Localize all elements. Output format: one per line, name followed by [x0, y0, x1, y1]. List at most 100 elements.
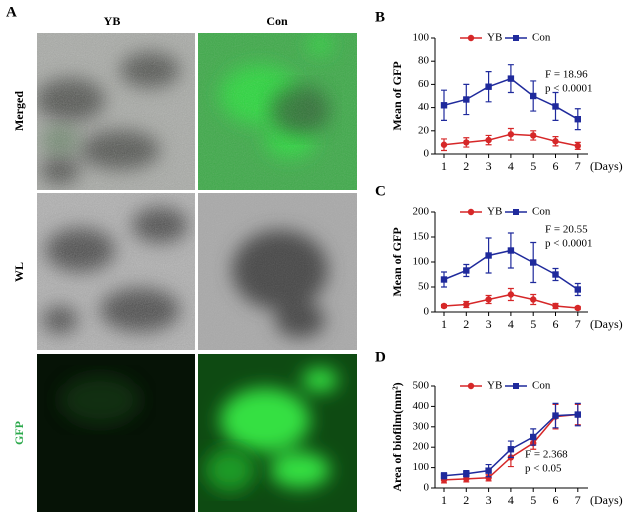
x-axis-label: (Days) — [590, 493, 623, 507]
x-tick-label: 1 — [441, 159, 447, 173]
x-tick-label: 1 — [441, 317, 447, 331]
y-tick-label: 50 — [418, 281, 430, 293]
panel-label: B — [375, 9, 385, 25]
panel-label: C — [375, 183, 386, 199]
y-tick-label: 200 — [413, 441, 430, 453]
x-tick-label: 5 — [530, 493, 536, 507]
x-tick-label: 2 — [463, 317, 469, 331]
data-point — [530, 132, 537, 139]
data-point — [507, 75, 515, 82]
y-tick-label: 100 — [413, 256, 430, 268]
y-tick-label: 20 — [418, 124, 430, 136]
data-point — [507, 247, 515, 254]
y-tick-label: 60 — [418, 78, 430, 90]
y-axis-label: Mean of GFP — [390, 61, 404, 130]
row-label: Merged — [12, 91, 26, 131]
y-tick-label: 0 — [424, 482, 430, 494]
data-point — [530, 259, 537, 266]
data-point — [485, 83, 492, 90]
legend-label: YB — [487, 32, 502, 44]
legend-marker — [467, 208, 475, 216]
data-point — [463, 139, 470, 146]
x-tick-label: 6 — [553, 159, 559, 173]
y-tick-label: 300 — [413, 420, 430, 432]
x-tick-label: 3 — [486, 159, 492, 173]
column-label: YB — [104, 14, 121, 28]
data-point — [530, 92, 537, 100]
data-point — [552, 302, 559, 310]
micrograph — [198, 193, 357, 350]
data-point — [507, 131, 515, 138]
micrograph — [198, 33, 357, 190]
data-point — [463, 96, 470, 103]
row-label: WL — [12, 262, 26, 282]
y-tick-label: 150 — [413, 231, 430, 243]
legend-label: Con — [532, 380, 551, 392]
y-tick-label: 40 — [418, 101, 430, 113]
y-axis-label: Mean of GFP — [390, 227, 404, 296]
data-point — [485, 296, 492, 303]
data-point — [440, 102, 448, 109]
x-tick-label: 4 — [508, 317, 514, 331]
data-point — [552, 103, 559, 110]
micrograph — [37, 193, 195, 350]
panel-label: A — [6, 4, 17, 20]
data-point — [574, 142, 581, 150]
y-tick-label: 0 — [424, 306, 430, 318]
data-point — [552, 271, 559, 278]
legend-label: YB — [487, 206, 502, 218]
y-tick-label: 100 — [413, 461, 430, 473]
annotation: p < 0.05 — [525, 463, 562, 475]
legend-label: YB — [487, 380, 502, 392]
data-point — [463, 267, 470, 274]
data-point — [574, 116, 581, 123]
legend-marker — [467, 382, 475, 390]
y-tick-label: 500 — [413, 380, 430, 392]
y-tick-label: 0 — [424, 148, 430, 160]
annotation: F = 20.55 — [545, 224, 588, 236]
data-point — [552, 138, 559, 145]
annotation: F = 18.96 — [545, 69, 588, 81]
data-point — [507, 291, 515, 298]
data-point — [530, 433, 537, 441]
panel-label: D — [375, 349, 386, 365]
annotation: F = 2.368 — [525, 449, 568, 461]
legend-marker — [513, 35, 519, 41]
data-point — [463, 301, 470, 308]
data-point — [440, 276, 448, 283]
x-tick-label: 6 — [553, 493, 559, 507]
data-point — [440, 141, 448, 148]
data-point — [440, 302, 448, 310]
x-tick-label: 1 — [441, 493, 447, 507]
legend-marker — [467, 34, 475, 42]
data-point — [574, 286, 581, 293]
data-point — [552, 412, 559, 419]
legend-marker — [513, 383, 519, 389]
legend-marker — [513, 209, 519, 215]
row-label: GFP — [12, 421, 26, 445]
micrograph — [37, 33, 195, 190]
micrograph — [198, 354, 357, 512]
annotation: p < 0.0001 — [545, 83, 592, 95]
x-tick-label: 7 — [575, 317, 581, 331]
x-tick-label: 4 — [508, 493, 514, 507]
column-label: Con — [266, 14, 288, 28]
x-tick-label: 5 — [530, 159, 536, 173]
x-tick-label: 4 — [508, 159, 514, 173]
y-tick-label: 400 — [413, 400, 430, 412]
y-tick-label: 100 — [413, 32, 430, 44]
x-axis-label: (Days) — [590, 159, 623, 173]
x-tick-label: 7 — [575, 159, 581, 173]
data-point — [440, 472, 448, 479]
y-tick-label: 200 — [413, 206, 430, 218]
data-point — [530, 296, 537, 303]
data-point — [574, 304, 581, 312]
x-tick-label: 2 — [463, 159, 469, 173]
data-point — [507, 446, 515, 453]
x-tick-label: 6 — [553, 317, 559, 331]
y-tick-label: 80 — [418, 55, 430, 67]
legend-label: Con — [532, 32, 551, 44]
data-point — [485, 252, 492, 259]
data-point — [574, 411, 581, 418]
